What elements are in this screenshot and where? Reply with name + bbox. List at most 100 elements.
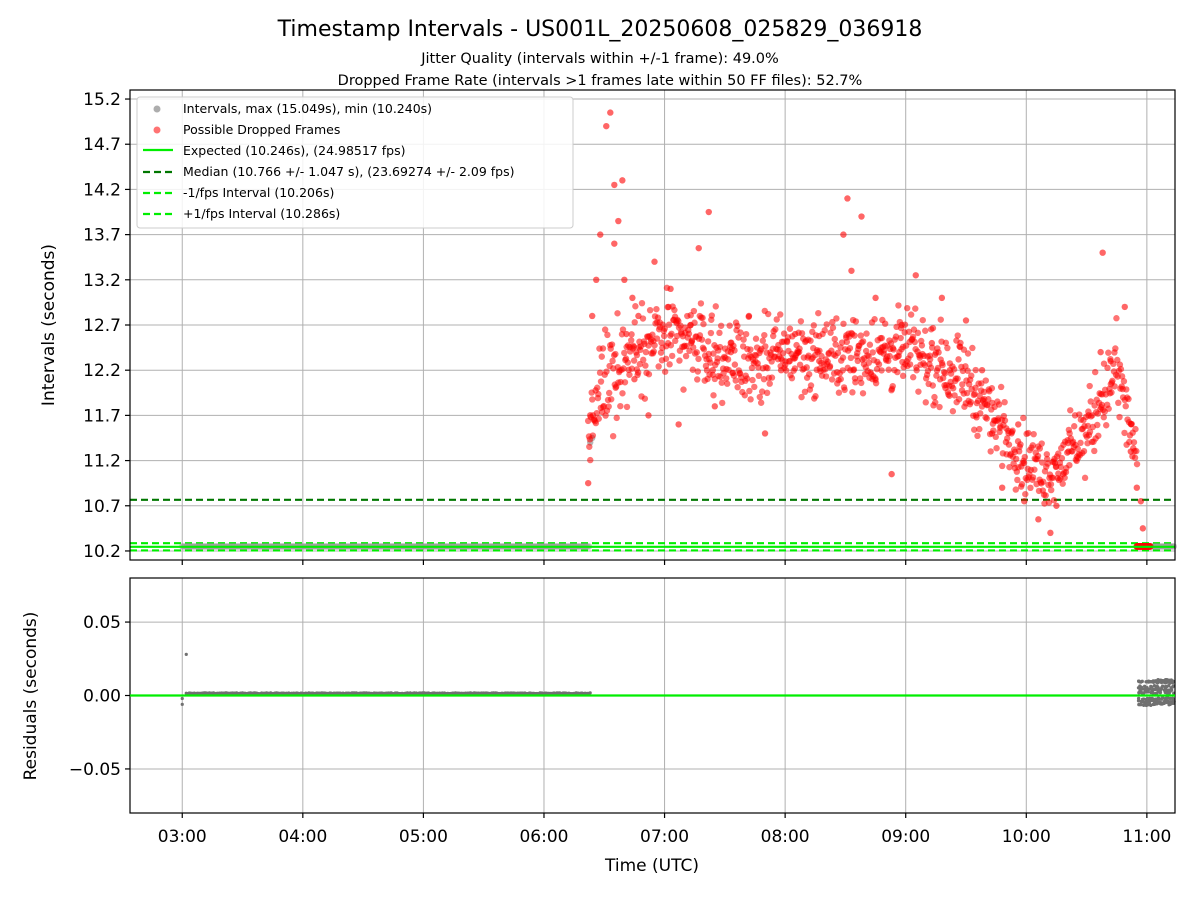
dropped-point-999 [709, 366, 716, 374]
dropped-point-793 [1031, 466, 1038, 473]
dropped-point-362 [788, 374, 796, 382]
dropped-point-984 [611, 240, 618, 247]
dropped-point-847 [1061, 474, 1068, 481]
dropped-point-43 [609, 357, 616, 365]
dropped-point-1011 [858, 213, 865, 220]
dropped-point-828 [1050, 497, 1058, 504]
dropped-point-893 [1087, 398, 1094, 405]
dropped-point-23 [597, 378, 605, 385]
dropped-point-916 [1100, 414, 1107, 421]
dropped-point-1027 [1035, 516, 1042, 523]
dropped-point-534 [885, 366, 892, 373]
dropped-point-121 [653, 305, 660, 313]
dropped-point-996 [687, 321, 694, 329]
residual-point-0 [180, 702, 184, 706]
dropped-point-981 [603, 122, 610, 130]
dropped-point-169 [680, 386, 687, 393]
dropped-point-281 [742, 330, 750, 338]
dropped-point-856 [1066, 430, 1073, 437]
dropped-point-819 [1045, 499, 1053, 506]
dropped-point-1012 [872, 294, 879, 302]
dropped-point-136 [661, 325, 668, 332]
dropped-point-8 [589, 432, 597, 439]
dropped-point-57 [617, 402, 624, 410]
dropped-point-1019 [946, 366, 954, 374]
residuals-xtick-label-0: 03:00 [158, 827, 207, 847]
dropped-point-989 [629, 294, 636, 302]
dropped-point-1014 [888, 470, 895, 478]
dropped-point-1020 [962, 317, 970, 324]
dropped-point-623 [935, 349, 942, 356]
dropped-point-921 [1103, 422, 1110, 429]
dropped-point-978 [589, 312, 596, 320]
dropped-point-835 [1055, 450, 1062, 457]
dropped-point-218 [707, 329, 715, 337]
dropped-point-1002 [745, 312, 753, 320]
residual-point-450 [1146, 690, 1150, 694]
dropped-point-692 [974, 432, 981, 440]
dropped-point-388 [803, 364, 810, 371]
dropped-point-651 [951, 392, 958, 399]
residuals-xtick-label-7: 10:00 [1002, 827, 1051, 847]
dropped-point-185 [688, 337, 696, 344]
dropped-point-955 [1122, 402, 1129, 410]
residual-point-546 [1166, 683, 1171, 688]
dropped-point-377 [796, 361, 804, 368]
dropped-point-435 [829, 324, 837, 331]
intervals-ytick-label-7: 13.7 [83, 226, 121, 246]
dropped-point-434 [829, 318, 836, 326]
dropped-point-776 [1021, 453, 1029, 461]
dropped-point-649 [949, 385, 957, 392]
residual-point-519 [1160, 684, 1165, 688]
dropped-point-573 [907, 352, 914, 359]
dropped-point-393 [805, 371, 813, 378]
dropped-point-32 [603, 368, 610, 375]
dropped-point-873 [1076, 411, 1083, 418]
dropped-point-245 [723, 375, 730, 382]
dropped-point-475 [852, 379, 859, 386]
dropped-point-813 [1042, 492, 1049, 499]
dropped-point-499 [865, 359, 873, 366]
dropped-point-1022 [978, 366, 986, 374]
dropped-point-380 [798, 330, 806, 337]
dropped-point-137 [661, 368, 669, 375]
dropped-point-675 [964, 350, 972, 357]
dropped-point-613 [929, 324, 937, 332]
dropped-point-335 [773, 316, 780, 323]
dropped-point-42 [608, 341, 616, 348]
legend-label-plus-fps: +1/fps Interval (10.286s) [183, 206, 340, 221]
dropped-point-536 [886, 352, 893, 360]
dropped-point-630 [939, 361, 946, 369]
dropped-point-1021 [972, 412, 980, 419]
residuals-y-ticks: 0.05 0.00 −0.05 [69, 613, 130, 780]
dropped-point-1035 [1121, 303, 1128, 311]
dropped-point-220 [708, 312, 716, 319]
dropped-point-1028 [1047, 529, 1054, 537]
dropped-point-470 [849, 389, 856, 396]
dropped-point-1009 [848, 267, 855, 274]
legend-label-intervals: Intervals, max (15.049s), min (10.240s) [183, 101, 432, 116]
dropped-point-310 [759, 337, 767, 344]
dropped-point-117 [650, 348, 657, 355]
dropped-point-200 [697, 300, 705, 307]
dropped-point-359 [786, 325, 794, 332]
intervals-reference-lines [130, 498, 1175, 552]
dropped-point-799 [1034, 452, 1042, 460]
dropped-point-26 [599, 345, 607, 352]
dropped-point-936 [1111, 383, 1118, 390]
dropped-point-186 [689, 366, 697, 373]
dropped-point-409 [815, 309, 822, 317]
dropped-point-19 [595, 415, 602, 422]
dropped-point-726 [993, 444, 1000, 452]
dropped-point-815 [1043, 451, 1051, 458]
dropped-point-627 [937, 316, 944, 323]
dropped-point-600 [922, 399, 929, 406]
dropped-point-51 [613, 414, 620, 422]
dropped-point-665 [959, 381, 966, 388]
dropped-point-551 [895, 302, 902, 309]
dropped-point-452 [839, 367, 846, 374]
dropped-point-484 [857, 332, 864, 339]
dropped-point-826 [1049, 474, 1057, 482]
dropped-point-913 [1098, 401, 1106, 409]
dropped-point-734 [997, 383, 1005, 391]
